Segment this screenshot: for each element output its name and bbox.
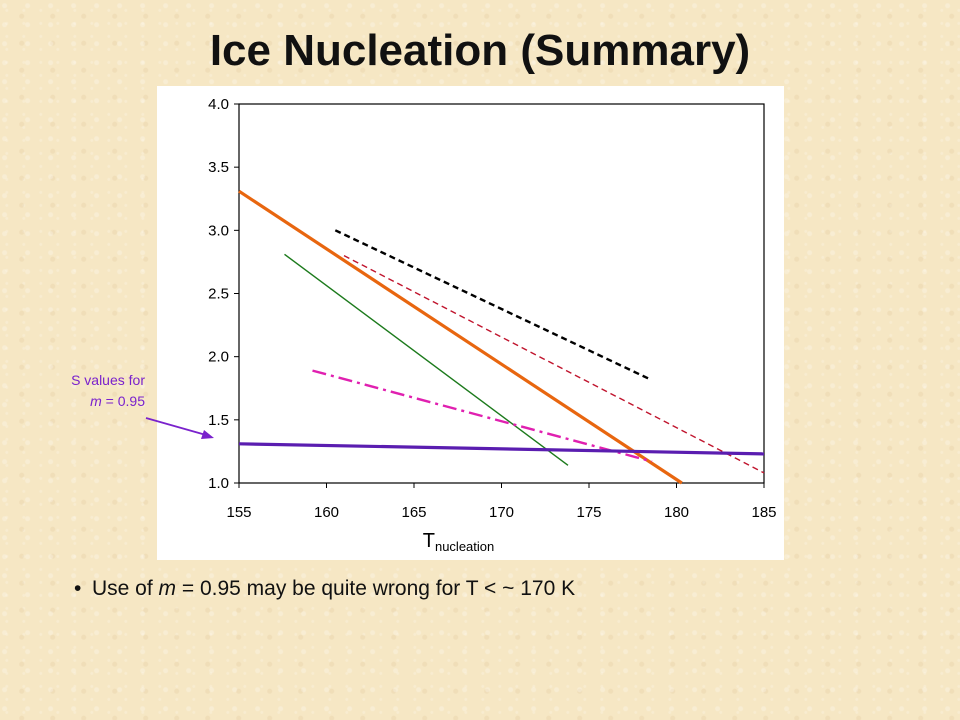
- chart-svg: 1.0 1.5 2.0 2.5 3.0 3.5 4.0 155 160 165 170 175 180 1…: [208, 96, 776, 554]
- series-line-2: [334, 229, 651, 381]
- series-line-4: [284, 253, 569, 466]
- x-axis-label-subscript: nucleation: [435, 539, 494, 554]
- callout-var: m: [90, 393, 102, 409]
- bullet-rest: = 0.95 may be quite wrong for T < ~ 170 …: [176, 577, 576, 600]
- y-tick-label: 4.0: [208, 96, 229, 113]
- callout-line-1: S values for: [71, 372, 145, 388]
- series-line-1: [238, 189, 683, 485]
- x-axis-label: Tnucleation: [423, 530, 495, 554]
- bullet-var: m: [158, 577, 177, 600]
- y-tick-label: 3.5: [208, 159, 229, 176]
- callout-line-2: m = 0.95: [10, 391, 145, 412]
- bullet-dot-icon: •: [74, 577, 82, 600]
- x-tick-label: 160: [314, 504, 339, 521]
- bullet-point: • Use of m = 0.95 may be quite wrong for …: [74, 577, 575, 601]
- x-tick-label: 185: [751, 504, 776, 521]
- y-tick-label: 1.0: [208, 475, 229, 492]
- bullet-prefix: Use of: [92, 577, 159, 600]
- callout-value: = 0.95: [101, 393, 145, 409]
- series-line-5: [312, 369, 653, 463]
- x-tick-label: 165: [401, 504, 426, 521]
- y-tick-label: 3.0: [208, 222, 229, 239]
- series-line-3: [343, 254, 765, 474]
- callout-s-values: S values for m = 0.95: [10, 370, 145, 412]
- x-tick-label: 170: [489, 504, 514, 521]
- x-axis-label-main: T: [423, 530, 435, 552]
- x-tick-label: 155: [226, 504, 251, 521]
- x-tick-label: 180: [664, 504, 689, 521]
- y-tick-label: 2.0: [208, 349, 229, 366]
- y-tick-label: 2.5: [208, 286, 229, 303]
- slide-title: Ice Nucleation (Summary): [209, 26, 751, 75]
- x-tick-label: 175: [576, 504, 601, 521]
- y-tick-label: 1.5: [208, 412, 229, 429]
- chart-panel: 1.0 1.5 2.0 2.5 3.0 3.5 4.0 155 160 165 170 175 180 1…: [157, 86, 784, 560]
- series-line-6: [238, 442, 765, 456]
